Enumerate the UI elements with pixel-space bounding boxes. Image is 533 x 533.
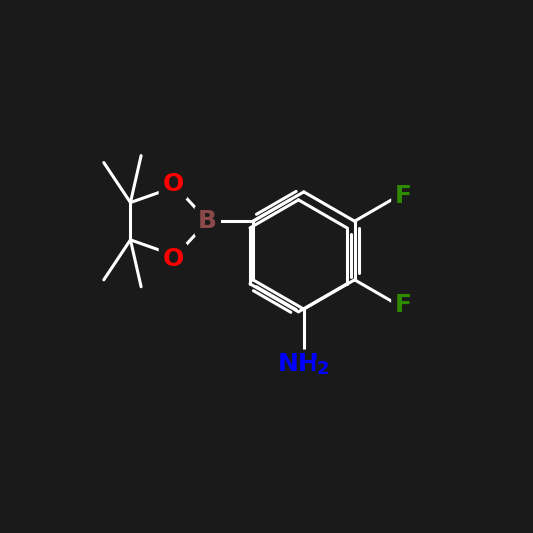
Text: NH: NH [278,352,319,376]
Text: F: F [395,184,412,208]
Text: O: O [163,246,184,271]
Text: B: B [198,209,217,233]
Text: O: O [163,172,184,196]
Text: F: F [395,293,412,317]
Text: 2: 2 [316,360,329,378]
